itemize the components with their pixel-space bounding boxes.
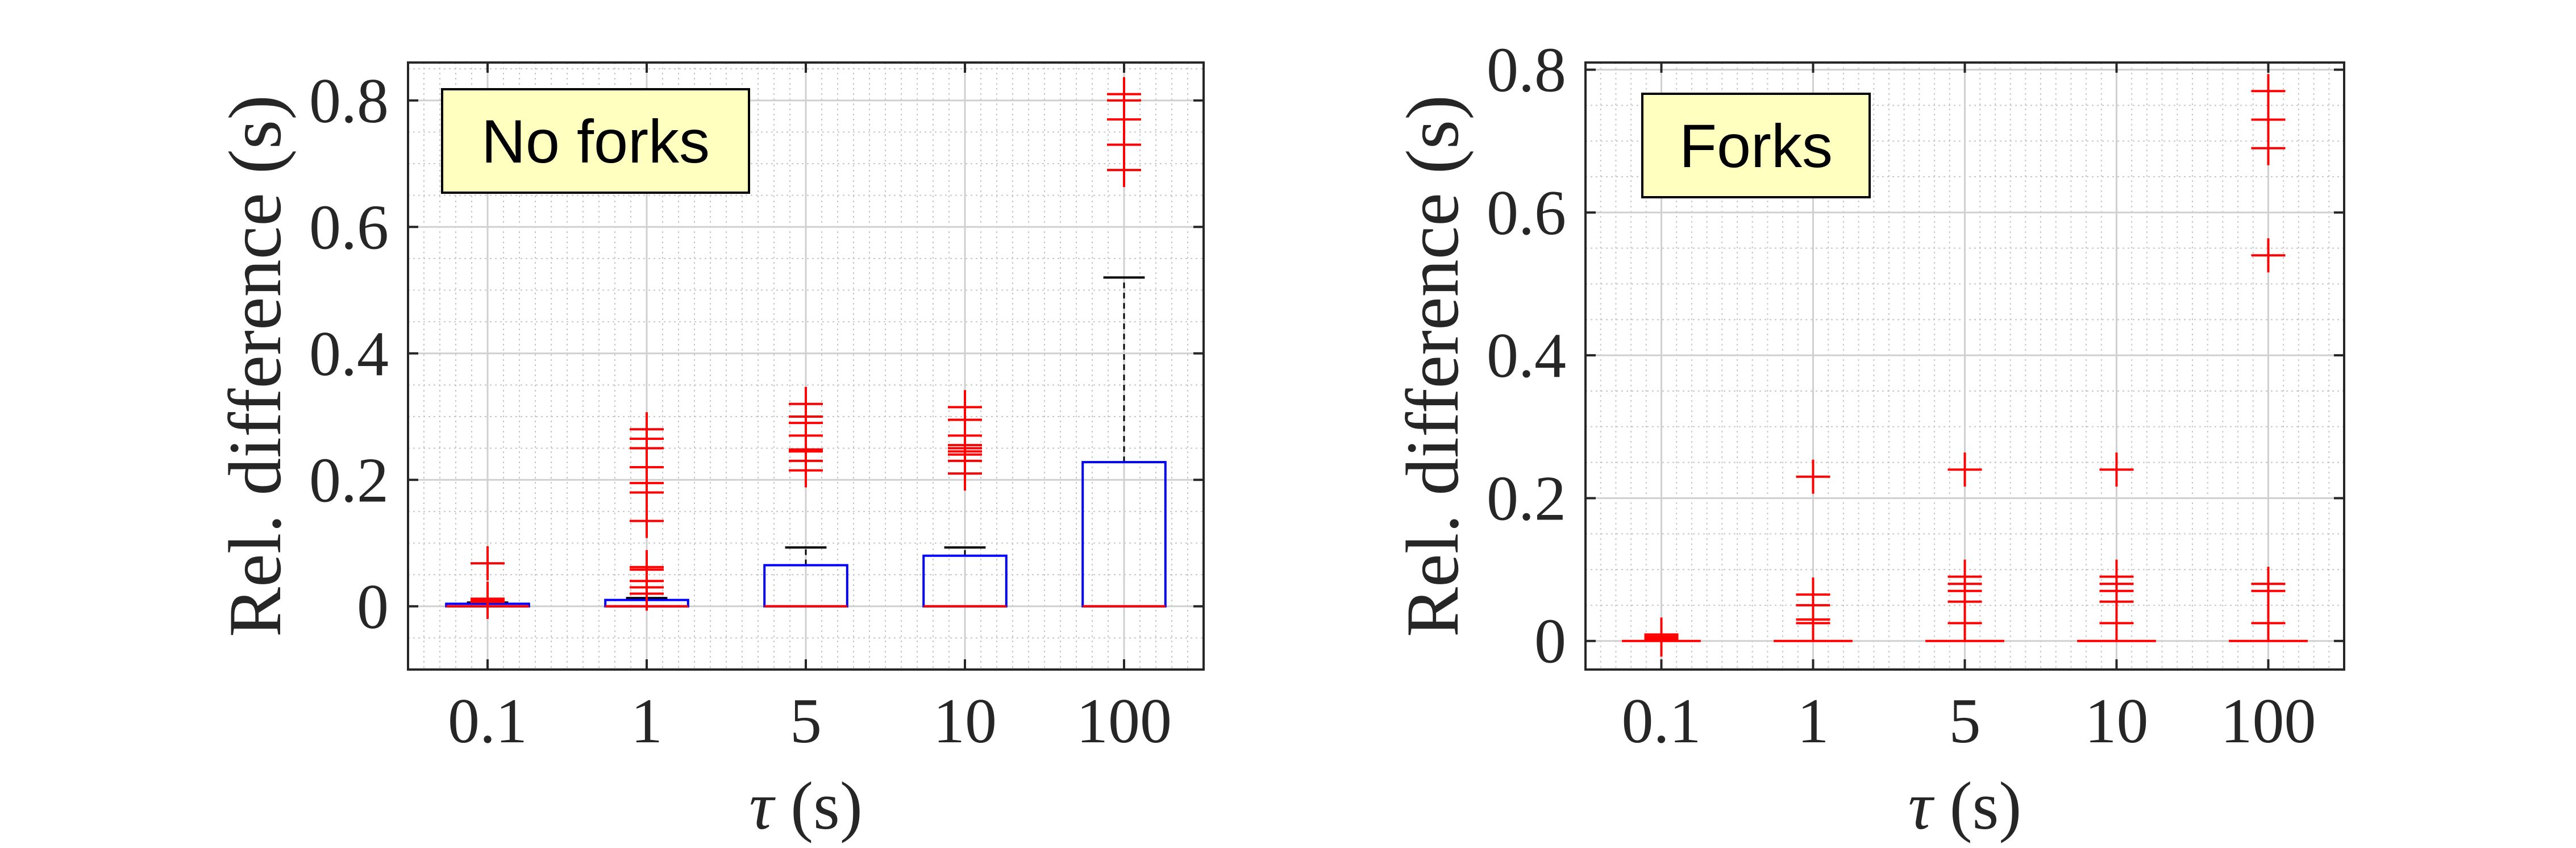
outlier-marker (1796, 459, 1830, 494)
outlier-marker (2251, 74, 2286, 109)
annotation-box: No forks (441, 88, 750, 194)
outlier-marker (2251, 102, 2286, 137)
outlier-marker (630, 504, 664, 538)
outlier-marker (2251, 238, 2286, 273)
box-10 (2077, 452, 2156, 642)
outlier-marker (471, 546, 505, 581)
y-tick-label: 0.4 (1487, 321, 1566, 391)
outlier-marker (2251, 131, 2286, 165)
outlier-marker (1644, 617, 1679, 652)
y-tick-label: 0.8 (309, 66, 389, 136)
chart-no-forks: 0.1 1 5 10 100 0 0.2 0.4 0.6 0.8 τ (s) Rel. differe… (213, 61, 1205, 843)
x-tick-label: 10 (2085, 686, 2149, 756)
box-1 (1774, 459, 1853, 642)
outlier-marker (1796, 577, 1830, 612)
x-tick-label: 0.1 (1622, 686, 1701, 756)
y-axis-label: Rel. difference (s) (1391, 95, 1474, 637)
outlier-marker (2099, 559, 2134, 594)
x-tick-label: 100 (2221, 686, 2316, 756)
box-5 (1925, 452, 2004, 642)
outlier-marker (2099, 452, 2134, 487)
outlier-marker (1947, 559, 1982, 594)
outlier-marker (630, 550, 664, 584)
box-100 (1081, 77, 1167, 608)
y-tick-label: 0.2 (309, 445, 389, 516)
tick-marks (408, 63, 1204, 670)
box-0.1 (1622, 617, 1701, 657)
outlier-marker (948, 390, 982, 425)
outlier-marker (789, 386, 823, 421)
minor-grid-vertical (1600, 63, 2330, 670)
outlier-marker (1107, 77, 1141, 111)
box-5 (763, 386, 848, 608)
box-0.1 (445, 546, 530, 619)
outlier-marker (2251, 567, 2286, 601)
y-axis-label: Rel. difference (s) (213, 95, 297, 637)
y-tick-label: 0.6 (309, 192, 389, 263)
outlier-marker (471, 581, 505, 616)
annotation-text: Forks (1679, 111, 1833, 180)
x-tick-label: 1 (631, 686, 663, 756)
x-tick-label: 10 (933, 686, 997, 756)
y-tick-label: 0.6 (1487, 178, 1566, 248)
annotation-text: No forks (481, 107, 710, 176)
y-tick-label: 0.2 (1487, 463, 1566, 534)
chart-forks: 0.1 1 5 10 100 0 0.2 0.4 0.6 0.8 τ (s) Rel. differe… (1391, 35, 2345, 843)
box-1 (604, 412, 689, 611)
y-tick-label: 0.4 (309, 319, 389, 389)
y-tick-label: 0 (1534, 606, 1566, 677)
outlier-marker (630, 412, 664, 447)
x-tick-label: 0.1 (448, 686, 527, 756)
x-tick-label: 5 (1949, 686, 1981, 756)
y-tick-label: 0.8 (1487, 35, 1566, 106)
y-tick-label: 0 (357, 572, 389, 642)
x-tick-label: 100 (1076, 686, 1172, 756)
box-100 (2229, 74, 2308, 642)
minor-grid-vertical (423, 63, 1188, 670)
outlier-marker (2251, 606, 2286, 641)
x-axis-label: τ (s) (749, 768, 863, 843)
tick-marks (1585, 63, 2344, 670)
annotation-box: Forks (1641, 93, 1871, 198)
outlier-marker (1947, 452, 1982, 487)
x-axis-label: τ (s) (1908, 768, 2022, 843)
x-tick-label: 1 (1797, 686, 1829, 756)
box-10 (922, 390, 1008, 608)
x-tick-label: 5 (790, 686, 822, 756)
